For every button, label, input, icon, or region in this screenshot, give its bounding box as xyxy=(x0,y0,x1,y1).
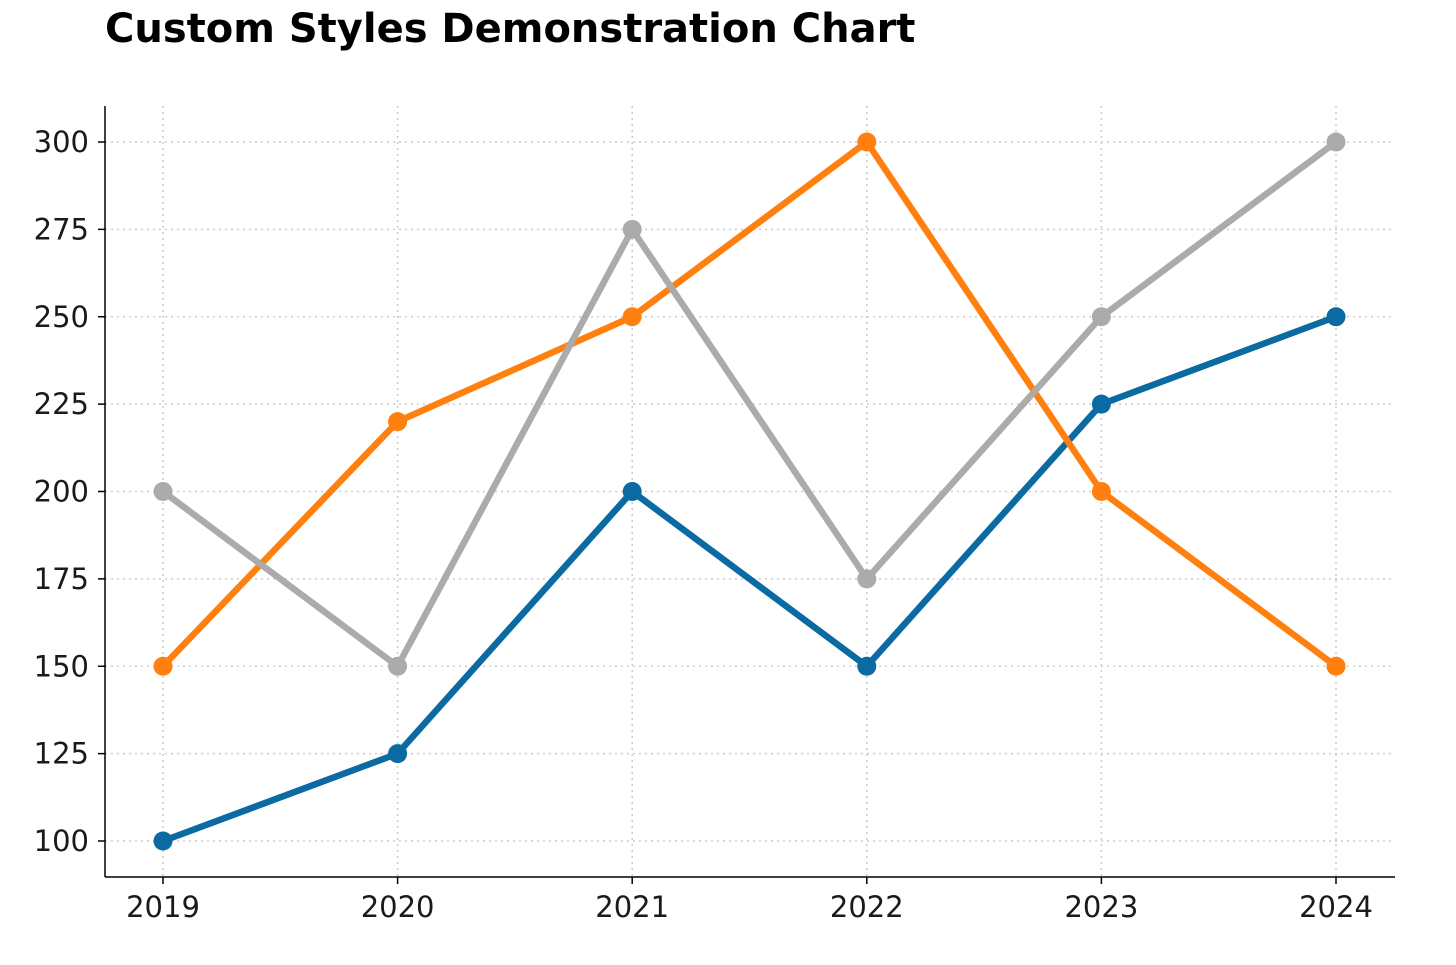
series-1-point xyxy=(857,656,877,676)
x-tick-label: 2020 xyxy=(361,890,435,924)
chart-title: Custom Styles Demonstration Chart xyxy=(105,6,916,52)
series-3-point xyxy=(622,219,642,239)
series-2-point xyxy=(1091,482,1111,501)
series-1-point xyxy=(1091,394,1111,414)
y-tick-label: 125 xyxy=(34,737,89,771)
y-tick-label: 100 xyxy=(34,824,89,858)
series-2-point xyxy=(1326,656,1346,676)
series-1-point xyxy=(622,482,642,501)
grid-lines xyxy=(105,106,1395,877)
series-2-point xyxy=(388,412,408,432)
series-group xyxy=(153,132,1346,851)
series-2-point xyxy=(622,307,642,327)
y-tick-label: 200 xyxy=(34,475,89,509)
series-1-point xyxy=(1326,307,1346,327)
series-2-point xyxy=(153,656,173,676)
x-tick-label: 2021 xyxy=(595,890,669,924)
series-3-point xyxy=(857,569,877,589)
y-tick-label: 150 xyxy=(34,649,89,683)
y-tick-label: 250 xyxy=(34,300,89,334)
ticks: 2019 2020 2021 2022 2023 2024 100 125 150 175 200 2… xyxy=(34,125,1373,924)
y-tick-label: 300 xyxy=(34,125,89,159)
x-tick-label: 2022 xyxy=(830,890,904,924)
series-line-3 xyxy=(159,138,1340,670)
y-tick-label: 225 xyxy=(34,387,89,421)
series-3-point xyxy=(153,482,173,501)
y-tick-label: 275 xyxy=(34,212,89,246)
x-tick-label: 2023 xyxy=(1064,890,1138,924)
series-2-point xyxy=(857,132,877,152)
y-tick-label: 175 xyxy=(34,562,89,596)
series-3-point xyxy=(1326,132,1346,152)
series-3-point xyxy=(1091,307,1111,327)
series-line-1 xyxy=(159,313,1340,845)
x-tick-label: 2019 xyxy=(126,890,200,924)
series-line-2 xyxy=(159,138,1340,670)
series-1-point xyxy=(153,831,173,851)
series-1-point xyxy=(388,744,408,764)
x-tick-label: 2024 xyxy=(1299,890,1373,924)
series-3-point xyxy=(388,656,408,676)
